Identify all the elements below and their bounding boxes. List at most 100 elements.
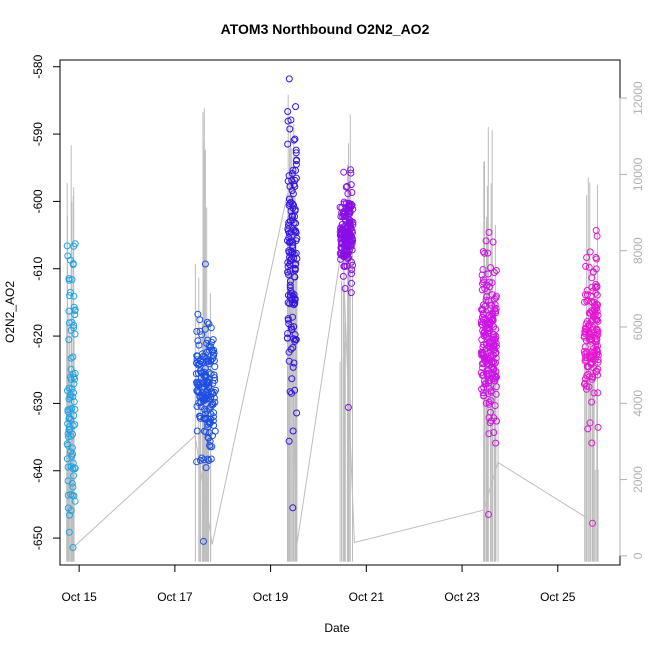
data-point [594,371,602,379]
data-point [288,289,296,297]
data-point [479,248,487,256]
data-point [66,426,74,433]
data-point [479,343,487,351]
data-point [492,439,500,447]
data-point [283,334,291,342]
data-point [593,346,601,354]
data-point [485,311,493,319]
data-point [482,380,490,387]
data-point [288,375,296,383]
data-point [289,504,297,512]
data-point [65,275,73,283]
data-point [291,205,299,213]
data-point [204,378,212,386]
data-point [487,397,495,405]
data-point [287,116,295,124]
data-point [489,333,497,341]
data-point [483,353,491,361]
data-point [288,389,296,397]
y2-tick-label: 12000 [631,81,645,115]
data-point [286,261,293,268]
data-point [492,359,499,367]
data-point [292,160,300,168]
x-axis: Oct 15 Oct 17 Oct 19 Oct 21 Oct 23 Oct 25 [61,564,576,604]
data-point [583,385,590,393]
data-point [291,228,299,236]
data-point [481,249,489,257]
data-point [293,409,301,417]
data-point [479,266,487,273]
data-point [348,266,356,274]
data-point [592,226,600,234]
data-point [64,252,72,260]
data-point [585,263,593,271]
data-point [291,266,299,274]
data-point [66,292,73,300]
data-point [343,182,351,190]
data-point [284,330,292,337]
data-point [193,458,201,466]
data-point [492,372,500,380]
data-point [291,331,299,339]
data-point [65,528,73,536]
data-point [347,169,355,177]
data-point [67,448,74,456]
data-point [284,140,292,148]
y-tick-label: -590 [31,122,45,146]
data-point [293,255,301,262]
data-point [291,300,299,308]
data-point [64,463,72,471]
data-point [66,393,74,401]
data-point [71,311,79,319]
x-tick-label: Oct 25 [540,590,576,604]
data-point [285,239,293,246]
data-point [64,504,72,512]
data-point [292,149,300,157]
data-point [196,327,204,335]
x-tick-label: Oct 23 [444,590,480,604]
data-point [70,492,78,500]
data-point [285,201,293,209]
data-point [583,372,591,380]
data-point [70,472,77,480]
data-point [200,456,208,464]
data-point [584,363,592,371]
data-point [67,365,75,373]
data-point [343,247,351,255]
data-point [210,371,218,379]
x-tick-label: Oct 19 [253,590,289,604]
data-point [340,262,348,270]
data-point [477,318,485,325]
data-point [482,296,490,304]
data-point [69,544,77,551]
data-point [289,344,297,352]
data-point [344,403,352,411]
y-tick-label: -600 [31,189,45,213]
data-point [492,390,500,398]
data-point [285,437,293,445]
data-point [290,201,298,209]
x-axis-label: Date [324,621,350,635]
data-point [347,289,355,297]
data-point [588,283,596,291]
x-tick-label: Oct 21 [349,590,385,604]
data-point [336,228,344,236]
data-point [211,376,219,384]
y-axis: -650 -640 -630 -620 -610 -600 -590 -580 [31,54,61,550]
data-point [193,352,201,360]
data-point [71,405,79,413]
data-point [490,429,498,436]
data-point [200,537,207,545]
data-point [584,425,592,433]
data-point [345,228,353,236]
data-point [593,283,601,291]
data-point [486,283,494,291]
y2-tick-label: 0 [631,552,645,559]
data-point [492,350,499,357]
data-point [593,307,601,315]
data-point [492,267,500,274]
data-point [290,301,298,309]
data-point [590,329,598,337]
data-point [491,295,498,303]
